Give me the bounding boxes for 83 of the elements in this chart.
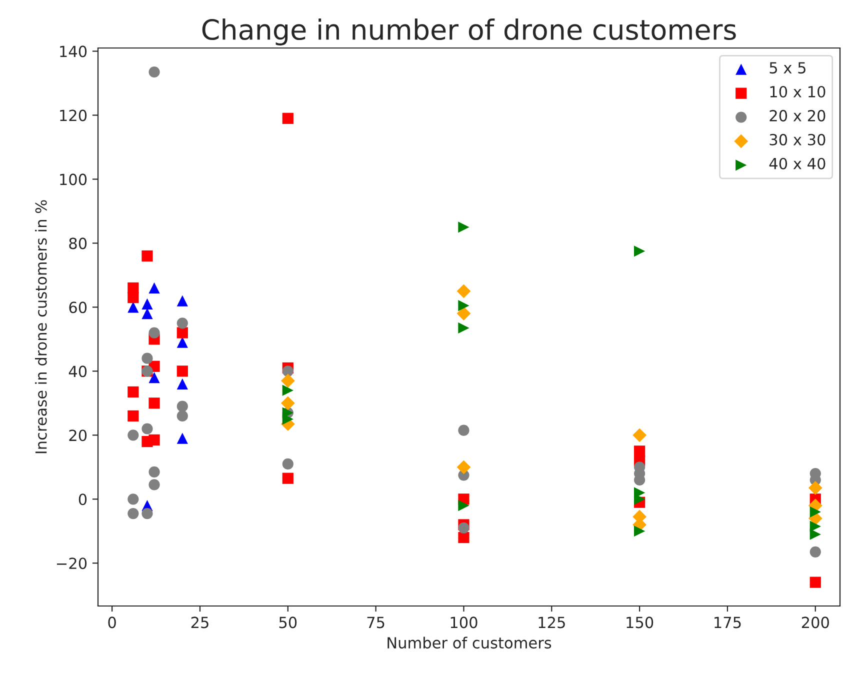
x-tick-label: 200 (802, 616, 829, 628)
point (810, 576, 821, 588)
point (148, 434, 160, 446)
y-tick-label: 140 (60, 46, 87, 58)
point (128, 292, 139, 304)
x-tick-label: 75 (367, 616, 384, 628)
point (282, 414, 294, 425)
point (456, 284, 471, 298)
y-tick-label: 60 (69, 302, 87, 314)
x-tick-label: 175 (714, 616, 741, 628)
point (176, 366, 188, 377)
point (148, 282, 160, 294)
y-tick-label: 0 (78, 494, 87, 506)
point (148, 466, 160, 478)
point (282, 366, 294, 377)
y-tick-label: 80 (69, 238, 87, 250)
point (176, 318, 188, 329)
point (148, 398, 160, 409)
point (128, 410, 139, 422)
legend-label: 40 x 40 (769, 158, 826, 170)
point (810, 528, 821, 540)
y-tick-label: 40 (68, 366, 87, 378)
point (142, 423, 153, 434)
point (142, 352, 153, 364)
point (634, 526, 646, 537)
x-tick-label: 100 (450, 616, 478, 628)
point (176, 432, 188, 444)
legend-label: 30 x 30 (770, 134, 826, 146)
point (458, 300, 470, 312)
point (282, 112, 294, 124)
point (128, 494, 139, 505)
point (810, 520, 821, 532)
x-tick-label: 50 (279, 616, 297, 628)
point (282, 472, 294, 484)
point (176, 410, 188, 422)
point (128, 430, 139, 441)
y-tick-label: 120 (60, 110, 87, 122)
point (176, 400, 188, 412)
legend-label: 20 x 20 (770, 110, 826, 122)
x-axis-title: Number of customers (388, 636, 552, 649)
chart-title: Change in number of drone customers (202, 18, 736, 46)
point (458, 522, 470, 534)
point (458, 322, 470, 334)
point (176, 295, 188, 306)
point (282, 458, 294, 470)
point (148, 372, 160, 384)
point (810, 546, 821, 558)
point (176, 327, 188, 338)
point (176, 378, 188, 390)
point (810, 506, 821, 518)
point (632, 428, 646, 442)
point (142, 298, 153, 310)
point (458, 500, 470, 512)
point (458, 424, 470, 436)
y-tick-label: 100 (60, 174, 87, 186)
legend-label: 10 x 10 (770, 86, 826, 98)
point (148, 66, 160, 78)
point (176, 336, 188, 348)
point (128, 386, 139, 398)
x-tick-label: 150 (626, 616, 654, 628)
point (142, 250, 153, 262)
point (280, 374, 295, 388)
y-tick-label: 20 (69, 430, 87, 442)
point (142, 308, 153, 320)
legend-label: 5 x 5 (770, 62, 806, 74)
point (128, 508, 139, 520)
point (456, 460, 471, 474)
x-tick-label: 125 (538, 616, 565, 628)
x-tick-label: 25 (191, 616, 208, 628)
point (634, 246, 646, 257)
point (142, 508, 153, 520)
point (128, 302, 139, 313)
point (148, 327, 160, 338)
point (458, 222, 470, 233)
point (456, 306, 471, 321)
x-tick-label: 0 (108, 616, 116, 628)
point (148, 479, 160, 490)
point (808, 480, 822, 495)
point (458, 532, 470, 544)
point (282, 384, 294, 396)
point (280, 396, 295, 410)
y-tick-label: −20 (56, 558, 87, 570)
y-axis-title: Increase in drone customers in % (35, 200, 47, 454)
